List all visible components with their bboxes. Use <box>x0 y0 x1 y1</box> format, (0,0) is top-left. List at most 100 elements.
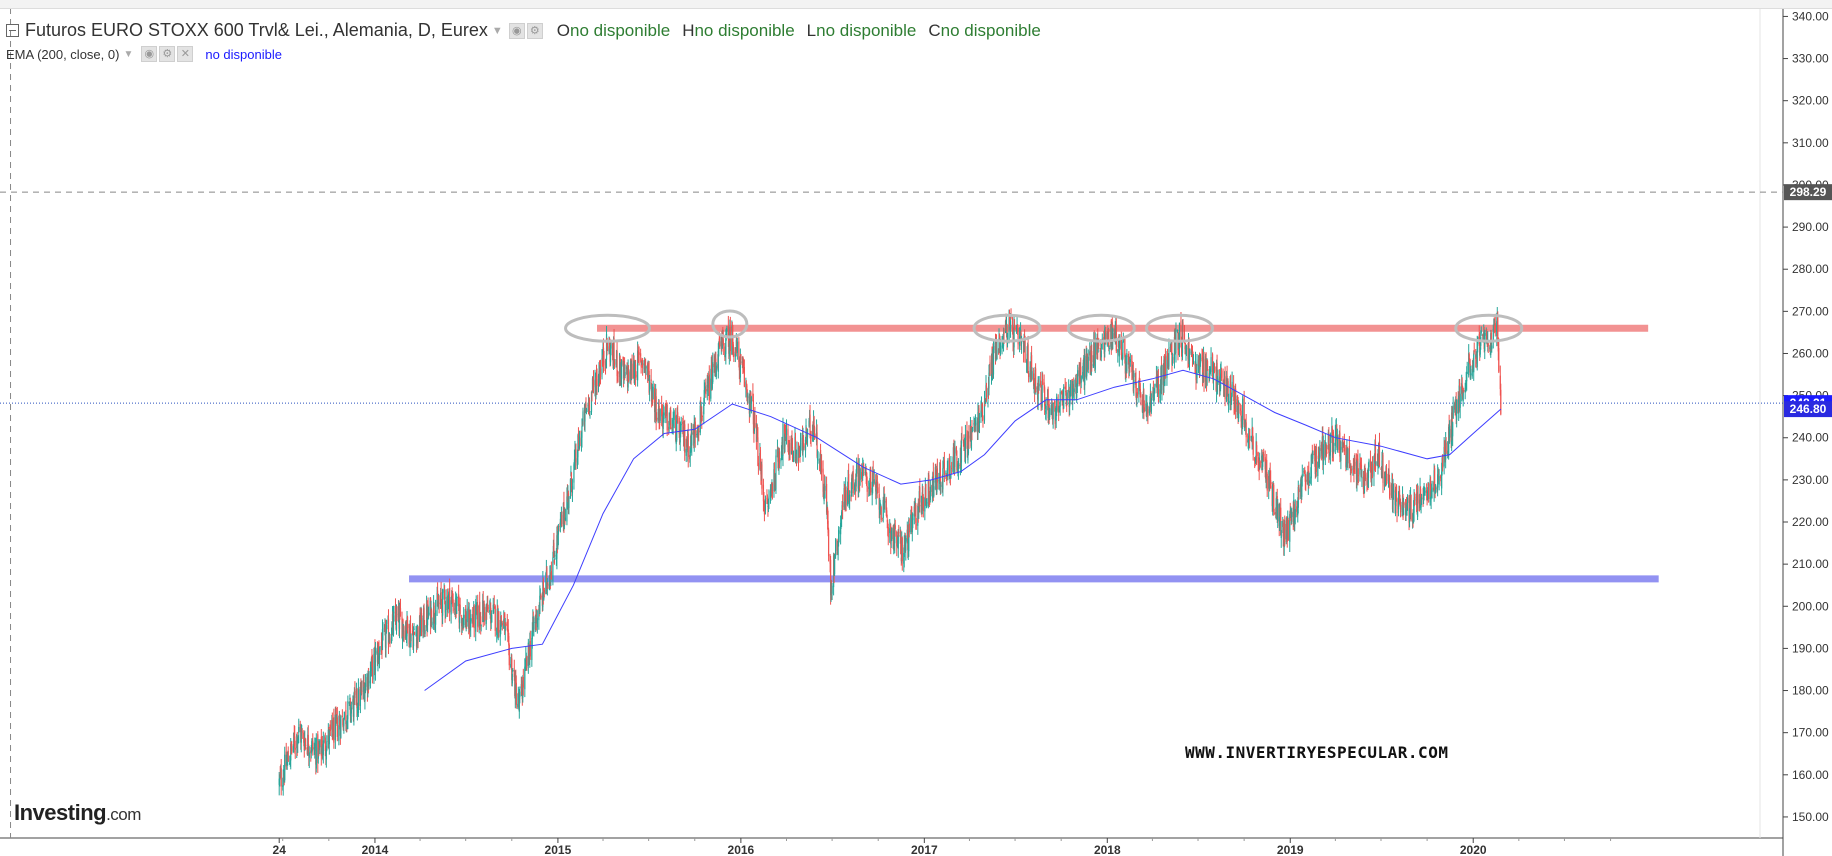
candle-body <box>556 535 558 559</box>
gear-icon[interactable]: ⚙ <box>159 46 176 62</box>
candle-body <box>1487 343 1489 347</box>
candle-body <box>910 511 912 515</box>
candle-body <box>740 354 742 360</box>
candle-body <box>1143 394 1145 410</box>
candle-body <box>315 737 317 769</box>
candle-body <box>1191 352 1193 354</box>
candle-body <box>866 473 868 486</box>
candle-body <box>998 338 1000 350</box>
candle-body <box>894 525 896 529</box>
candle-body <box>1494 323 1496 333</box>
gear-icon[interactable]: ⚙ <box>526 22 543 39</box>
close-icon[interactable]: ✕ <box>177 46 194 62</box>
candle-body <box>1325 442 1327 445</box>
candle-body <box>1322 444 1324 465</box>
candle-body <box>915 504 917 523</box>
candle-body <box>449 588 451 613</box>
candle-body <box>1230 384 1232 407</box>
candle-body <box>466 620 468 626</box>
candle-body <box>623 365 626 377</box>
candle-body <box>605 362 607 364</box>
candle-body <box>1434 468 1436 490</box>
candle-body <box>615 359 617 361</box>
candle-body <box>802 439 805 443</box>
candle-body <box>345 710 347 725</box>
candle-body <box>836 540 838 551</box>
candle-body <box>387 618 390 645</box>
candle-body <box>1237 397 1239 406</box>
candle-body <box>973 422 975 425</box>
indicator-value: no disponible <box>205 46 282 62</box>
eye-icon[interactable]: ◉ <box>508 22 525 39</box>
candle-body <box>374 651 377 671</box>
candle-body <box>698 430 700 433</box>
candle-body <box>543 593 545 600</box>
candle-body <box>1259 461 1261 468</box>
candle-body <box>427 612 430 615</box>
candle-body <box>475 604 477 607</box>
candle-body <box>347 701 349 720</box>
candle-body <box>1139 389 1141 398</box>
candle-body <box>1194 363 1196 366</box>
candle-body <box>1056 396 1058 411</box>
candle-body <box>1168 348 1170 367</box>
candle-body <box>394 607 397 622</box>
candle-body <box>936 468 938 483</box>
candle-body <box>279 776 281 778</box>
candle-body <box>769 490 772 497</box>
candle-body <box>368 680 370 687</box>
candle-body <box>378 653 381 660</box>
candle-body <box>314 747 316 749</box>
candle-body <box>1287 519 1289 540</box>
candle-body <box>515 678 517 684</box>
chevron-down-icon[interactable]: ▼ <box>491 24 503 37</box>
y-tick-label: 260.00 <box>1792 346 1829 360</box>
y-tick-label: 180.00 <box>1792 684 1829 698</box>
candle-body <box>950 465 952 478</box>
candle-body <box>1405 504 1407 513</box>
candles-group <box>278 307 1502 796</box>
candle-body <box>966 430 968 441</box>
candle-body <box>451 593 453 598</box>
candle-body <box>364 682 367 694</box>
candle-body <box>1301 482 1303 497</box>
y-tick-label: 160.00 <box>1792 768 1829 782</box>
candle-body <box>345 722 347 725</box>
candle-body <box>438 602 440 604</box>
candle-body <box>1304 470 1306 472</box>
candle-body <box>858 486 860 490</box>
candle-body <box>767 500 770 506</box>
candle-body <box>605 334 608 360</box>
candle-body <box>529 641 531 657</box>
x-tick-label: 2019 <box>1277 843 1304 856</box>
candle-body <box>780 451 783 460</box>
chevron-down-icon[interactable]: ▼ <box>123 48 134 60</box>
candle-body <box>1478 334 1480 341</box>
candle-body <box>1449 425 1451 438</box>
candle-body <box>633 359 635 379</box>
candle-body <box>485 605 487 624</box>
collapse-icon[interactable] <box>6 24 19 37</box>
candle-body <box>1398 489 1401 502</box>
candle-body <box>1310 455 1312 479</box>
candle-body <box>862 462 864 465</box>
candle-body <box>1359 462 1361 475</box>
candle-body <box>942 463 944 468</box>
candle-body <box>1254 464 1256 466</box>
candle-body <box>1129 359 1131 362</box>
candle-body <box>855 476 857 487</box>
candle-body <box>501 622 503 626</box>
candle-body <box>1475 354 1477 357</box>
candle-body <box>735 350 737 352</box>
eye-icon[interactable]: ◉ <box>141 46 158 62</box>
candle-body <box>792 457 795 462</box>
candle-body <box>1445 442 1447 454</box>
candle-body <box>1424 490 1426 493</box>
candle-body <box>896 531 898 547</box>
candle-body <box>1070 380 1072 396</box>
candle-body <box>675 415 677 441</box>
candle-body <box>539 595 541 615</box>
candle-body <box>503 619 505 629</box>
